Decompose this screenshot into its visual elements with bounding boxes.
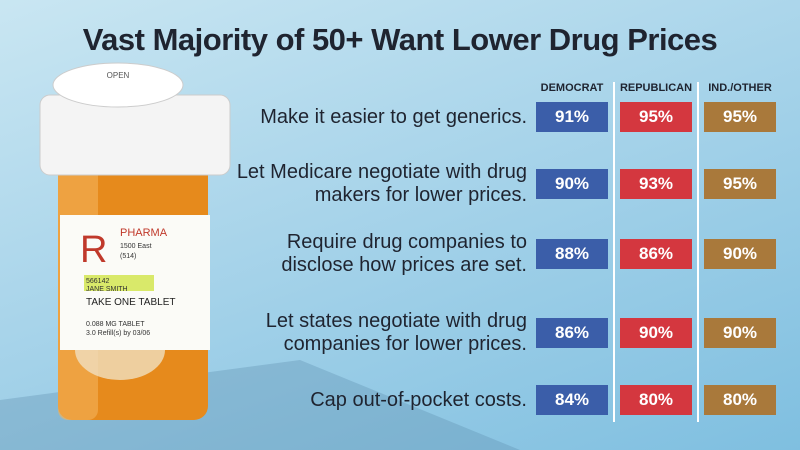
cap-text: OPEN (107, 71, 130, 80)
label-text: 3.0 Refill(s) by 03/06 (86, 330, 150, 337)
value-cell: 86% (536, 318, 608, 348)
value-cell: 93% (620, 169, 692, 199)
value-label: 95% (722, 107, 758, 126)
value-label: 91% (554, 107, 590, 126)
value-label: 95% (722, 174, 758, 193)
label-text: 566142 (86, 278, 109, 285)
column-separator (697, 82, 699, 422)
value-cell: 95% (704, 169, 776, 199)
chart-title: Vast Majority of 50+ Want Lower Drug Pri… (82, 22, 718, 57)
cap-top (52, 62, 184, 108)
value-label: 90% (722, 244, 758, 263)
value-label: 86% (554, 323, 590, 342)
value-label: 84% (554, 390, 590, 409)
value-label: 80% (638, 390, 674, 409)
value-label: 90% (722, 323, 758, 342)
row-label: Make it easier to get generics. (260, 105, 527, 128)
value-label: 93% (638, 174, 674, 193)
value-cell: 90% (620, 318, 692, 348)
value-cell: 91% (536, 102, 608, 132)
value-cell: 90% (704, 239, 776, 269)
value-label: 88% (554, 244, 590, 263)
value-cell: 90% (536, 169, 608, 199)
value-cell: 80% (620, 385, 692, 415)
value-label: 95% (638, 107, 674, 126)
shadow (0, 360, 520, 450)
column-header: REPUBLICAN (619, 82, 693, 94)
label-text: 0.088 MG TABLET (86, 321, 145, 328)
label-text: TAKE ONE TABLET (86, 297, 175, 308)
bottle-cap (39, 94, 231, 176)
rx-symbol: R (80, 229, 107, 271)
row-label: Let Medicare negotiate with drug makers … (236, 161, 527, 206)
value-cell: 80% (704, 385, 776, 415)
row-label: Cap out-of-pocket costs. (310, 388, 527, 411)
column-header: IND./OTHER (708, 82, 772, 94)
value-label: 86% (638, 244, 674, 263)
row-label: Let states negotiate with drug companies… (265, 310, 527, 355)
value-cell: 90% (704, 318, 776, 348)
value-label: 90% (638, 323, 674, 342)
value-cell: 95% (704, 102, 776, 132)
row-label: Require drug companies to disclose how p… (281, 231, 527, 276)
value-cell: 84% (536, 385, 608, 415)
column-header: DEMOCRAT (540, 82, 604, 94)
label-highlight (84, 275, 154, 291)
column-separator (613, 82, 615, 422)
value-cell: 88% (536, 239, 608, 269)
label-text: (514) (120, 253, 136, 260)
value-label: 90% (554, 174, 590, 193)
label-text: JANE SMITH (86, 286, 128, 293)
value-label: 80% (722, 390, 758, 409)
value-cell: 86% (620, 239, 692, 269)
label-text: 1500 East (120, 243, 152, 250)
value-cell: 95% (620, 102, 692, 132)
label-text: PHARMA (120, 227, 168, 239)
